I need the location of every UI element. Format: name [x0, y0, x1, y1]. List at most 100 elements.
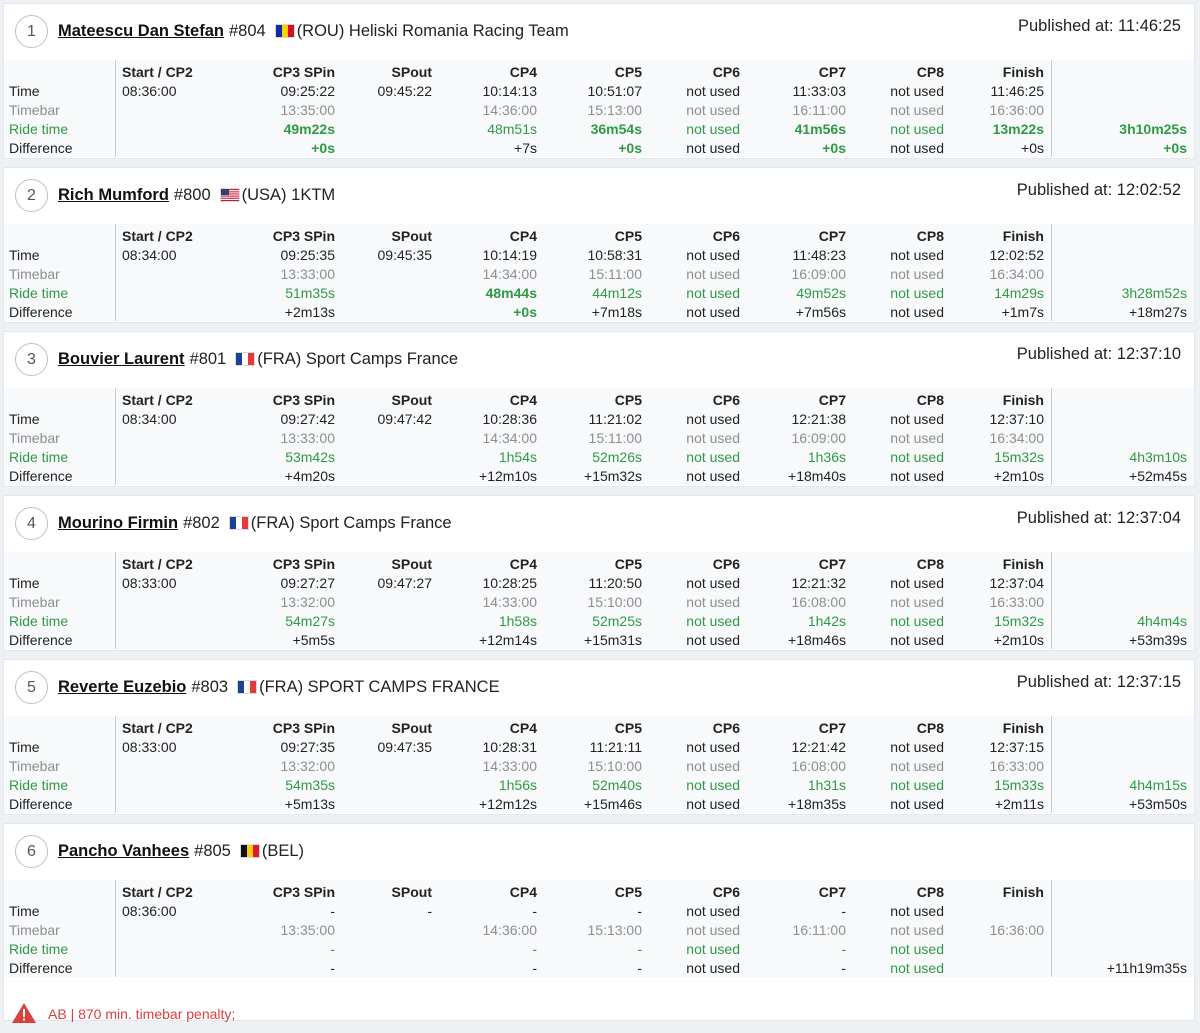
- bib-number: #802: [183, 514, 220, 532]
- timebar-cell: not used: [686, 266, 740, 282]
- timebar-cell: 15:13:00: [587, 922, 643, 938]
- time-cell: not used: [686, 247, 740, 263]
- splits-table: Start / CP2 CP3 SPin SPout CP4 CP5 CP6 CP7 CP8 F…: [4, 388, 1194, 485]
- timebar-cell: not used: [686, 758, 740, 774]
- column-header: CP6: [712, 556, 740, 572]
- column-header: SPout: [391, 64, 432, 80]
- timebar-cell: 15:11:00: [588, 430, 642, 446]
- timebar-cell: 15:11:00: [588, 266, 642, 282]
- timebar-cell: 16:11:00: [792, 922, 846, 938]
- difference-cell: not used: [890, 632, 944, 648]
- row-label: Difference: [9, 468, 73, 484]
- time-cell: 10:14:19: [482, 247, 538, 263]
- row-label: Time: [9, 411, 40, 427]
- difference-cell: +0s: [1021, 140, 1044, 156]
- column-header: SPout: [391, 392, 432, 408]
- ride-time-cell: 51m35s: [285, 285, 335, 301]
- ride-time-cell: not used: [686, 941, 740, 957]
- column-header: CP6: [712, 392, 740, 408]
- difference-cell: +18m35s: [788, 796, 846, 812]
- row-label: Ride time: [9, 449, 69, 465]
- column-header: CP3 SPin: [272, 392, 335, 408]
- column-divider: [115, 880, 116, 977]
- timebar-cell: not used: [890, 430, 944, 446]
- column-header: CP4: [509, 884, 537, 900]
- difference-cell: not used: [890, 960, 944, 976]
- difference-cell: +12m10s: [479, 468, 537, 484]
- result-card: 2 Rich Mumford #800 (USA) 1KTM Published at:…: [4, 168, 1194, 322]
- ride-time-cell: 1h56s: [498, 777, 537, 793]
- column-divider: [115, 552, 116, 649]
- timebar-cell: 14:33:00: [482, 758, 538, 774]
- total-difference: +11h19m35s: [1106, 960, 1187, 976]
- rider-name-link[interactable]: Mourino Firmin: [58, 514, 179, 532]
- ride-time-cell: 36m54s: [590, 121, 642, 137]
- rider-name-link[interactable]: Rich Mumford: [58, 186, 169, 204]
- column-header: CP6: [712, 720, 740, 736]
- column-header: Start / CP2: [122, 392, 193, 408]
- ride-time-cell: not used: [890, 941, 944, 957]
- difference-cell: +7m56s: [795, 304, 846, 320]
- time-cell: 12:37:04: [989, 575, 1045, 591]
- time-cell: 09:45:35: [377, 247, 433, 263]
- difference-cell: not used: [686, 304, 740, 320]
- rank-badge: 6: [15, 835, 48, 868]
- difference-cell: +18m40s: [788, 468, 846, 484]
- difference-cell: +7s: [514, 140, 537, 156]
- time-cell: 10:28:36: [482, 411, 538, 427]
- rider-name-link[interactable]: Bouvier Laurent: [58, 350, 185, 368]
- column-divider: [115, 224, 116, 321]
- row-label: Time: [9, 739, 40, 755]
- rider-name-link[interactable]: Pancho Vanhees: [58, 842, 190, 860]
- timebar-cell: 13:33:00: [280, 430, 336, 446]
- column-header: Start / CP2: [122, 556, 193, 572]
- difference-cell: not used: [890, 796, 944, 812]
- ride-time-cell: 48m44s: [485, 285, 537, 301]
- time-cell: not used: [686, 83, 740, 99]
- ride-time-cell: not used: [686, 121, 740, 137]
- time-cell: 11:20:50: [588, 575, 642, 591]
- rider-name-link[interactable]: Mateescu Dan Stefan: [58, 22, 224, 40]
- timebar-cell: 14:36:00: [482, 922, 538, 938]
- time-cell: not used: [890, 575, 944, 591]
- time-cell: 08:36:00: [122, 903, 177, 919]
- difference-cell: +1m7s: [1001, 304, 1044, 320]
- row-label: Timebar: [9, 430, 60, 446]
- difference-cell: +18m46s: [788, 632, 846, 648]
- row-label: Ride time: [9, 613, 69, 629]
- row-label: Difference: [9, 140, 73, 156]
- ride-time-cell: -: [532, 941, 537, 957]
- timebar-cell: 13:32:00: [280, 594, 336, 610]
- time-cell: 09:27:42: [280, 411, 336, 427]
- ride-time-cell: -: [637, 941, 642, 957]
- timebar-cell: not used: [890, 922, 944, 938]
- time-cell: not used: [686, 739, 740, 755]
- bib-number: #801: [189, 350, 227, 368]
- rider-name-link[interactable]: Reverte Euzebio: [58, 678, 187, 696]
- difference-cell: not used: [890, 140, 944, 156]
- total-ride-time: 3h28m52s: [1121, 285, 1187, 301]
- ride-time-cell: 1h36s: [807, 449, 846, 465]
- time-cell: 11:48:23: [792, 247, 846, 263]
- column-divider: [1051, 388, 1052, 485]
- total-ride-time: 3h10m25s: [1119, 121, 1187, 137]
- difference-cell: +2m10s: [993, 468, 1044, 484]
- difference-cell: not used: [686, 140, 740, 156]
- row-label: Ride time: [9, 941, 69, 957]
- ride-time-cell: 13m22s: [992, 121, 1044, 137]
- column-header: Finish: [1002, 556, 1044, 572]
- row-label: Timebar: [9, 102, 60, 118]
- timebar-cell: not used: [890, 594, 944, 610]
- time-cell: 11:46:25: [990, 83, 1044, 99]
- time-cell: 12:21:42: [791, 739, 847, 755]
- difference-cell: +7m18s: [591, 304, 642, 320]
- column-header: CP8: [916, 884, 944, 900]
- rider-info: Pancho Vanhees #805 (BEL): [58, 842, 304, 861]
- flag-bel-icon: [240, 845, 259, 857]
- column-header: CP4: [509, 228, 537, 244]
- time-cell: not used: [686, 575, 740, 591]
- row-label: Timebar: [9, 758, 60, 774]
- column-header: CP7: [818, 392, 846, 408]
- ride-time-cell: 44m12s: [592, 285, 642, 301]
- flag-fra-icon: [236, 353, 255, 365]
